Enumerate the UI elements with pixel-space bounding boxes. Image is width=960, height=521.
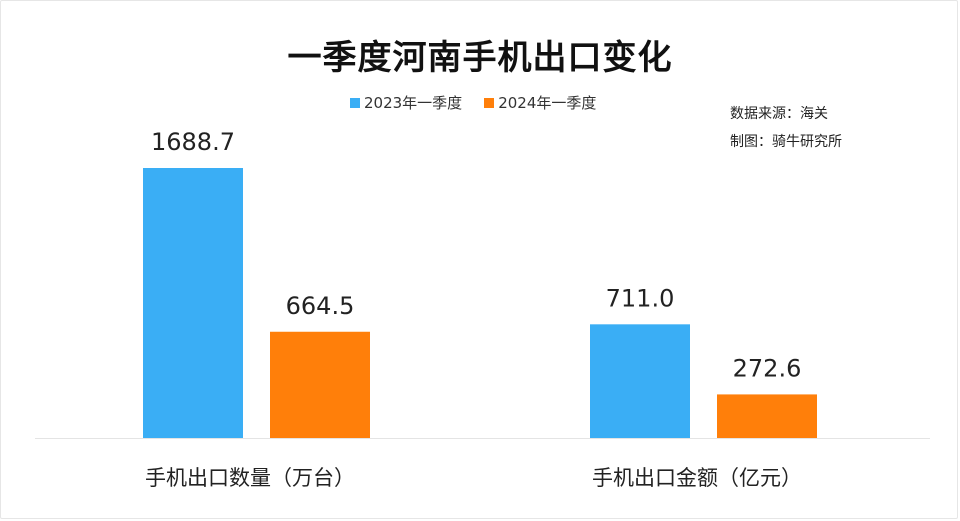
legend-label-2024: 2024年一季度 (498, 94, 597, 112)
data-label-2023-cat-0: 1688.7 (151, 128, 235, 156)
data-label-2024-cat-1: 272.6 (733, 354, 802, 382)
bar-2024-cat-1 (717, 394, 817, 438)
category-label-0: 手机出口数量（万台） (145, 466, 355, 490)
legend-item-2023: 2023年一季度 (350, 92, 462, 113)
legend-swatch-2023 (350, 97, 360, 108)
data-label-2023-cat-1: 711.0 (606, 284, 675, 312)
legend: 2023年一季度 2024年一季度 (350, 92, 618, 113)
chart-title: 一季度河南手机出口变化 (287, 38, 673, 78)
legend-label-2023: 2023年一季度 (364, 94, 463, 112)
bar-2023-cat-0 (143, 168, 243, 438)
data-label-2024-cat-0: 664.5 (286, 292, 355, 320)
data-source-text: 数据来源：海关 (730, 106, 828, 122)
bar-2023-cat-1 (590, 324, 690, 438)
made-by-text: 制图：骑牛研究所 (730, 134, 842, 150)
source-note: 数据来源：海关 制图：骑牛研究所 (730, 100, 842, 156)
bar-2024-cat-0 (270, 331, 370, 438)
category-label-1: 手机出口金额（亿元） (592, 466, 802, 490)
legend-swatch-2024 (484, 97, 495, 108)
legend-item-2024: 2024年一季度 (484, 92, 596, 113)
